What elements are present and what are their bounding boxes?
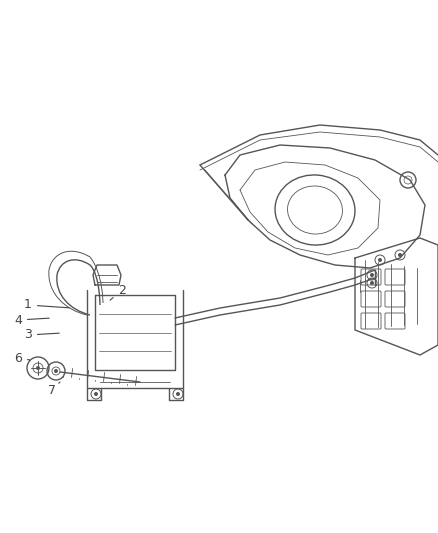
Circle shape: [370, 281, 374, 285]
Text: 6: 6: [14, 351, 30, 365]
Circle shape: [370, 273, 374, 277]
Circle shape: [378, 258, 382, 262]
Circle shape: [36, 366, 40, 370]
Text: 7: 7: [48, 382, 60, 397]
Circle shape: [398, 253, 402, 257]
Circle shape: [94, 392, 98, 396]
Text: 4: 4: [14, 313, 49, 327]
Text: 2: 2: [110, 284, 126, 300]
Circle shape: [54, 369, 58, 373]
Text: 3: 3: [24, 328, 59, 342]
Circle shape: [176, 392, 180, 396]
Text: 1: 1: [24, 298, 69, 311]
